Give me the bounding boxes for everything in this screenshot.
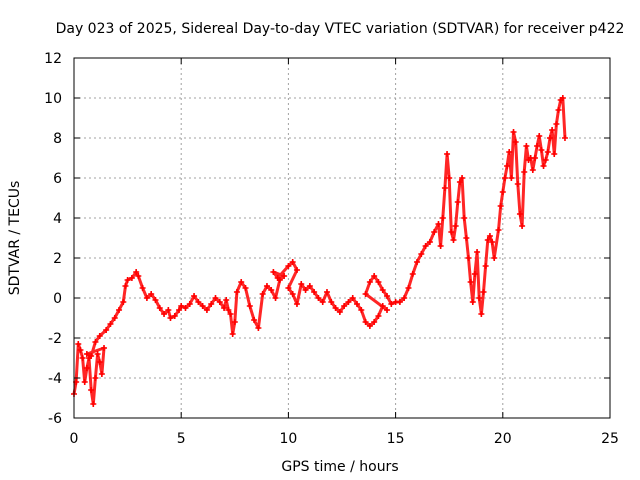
x-axis-label: GPS time / hours bbox=[281, 459, 398, 475]
axis-ticks: -6 -4 -2 0 2 4 6 8 10 12 0 5 10 15 20 25 bbox=[44, 51, 619, 447]
plot-frame bbox=[73, 57, 611, 419]
y-tick-label: -2 bbox=[48, 331, 62, 347]
grid bbox=[74, 58, 610, 418]
x-tick-label: 0 bbox=[70, 431, 79, 447]
x-tick-label: 15 bbox=[387, 431, 405, 447]
x-tick-label: 5 bbox=[177, 431, 186, 447]
data-series-trace bbox=[72, 96, 567, 406]
y-tick-label: 6 bbox=[53, 171, 62, 187]
y-tick-label: 8 bbox=[53, 131, 62, 147]
x-tick-label: 20 bbox=[494, 431, 512, 447]
x-tick-label: 10 bbox=[279, 431, 297, 447]
x-tick-label: 25 bbox=[601, 431, 619, 447]
y-axis-label: SDTVAR / TECUs bbox=[7, 181, 23, 296]
y-tick-label: -4 bbox=[48, 371, 62, 387]
y-tick-label: -6 bbox=[48, 411, 62, 427]
data-series bbox=[71, 95, 568, 407]
y-tick-label: 0 bbox=[53, 291, 62, 307]
y-tick-label: 12 bbox=[44, 51, 62, 67]
y-tick-label: 2 bbox=[53, 251, 62, 267]
y-tick-label: 10 bbox=[44, 91, 62, 107]
y-tick-label: 4 bbox=[53, 211, 62, 227]
chart-title: Day 023 of 2025, Sidereal Day-to-day VTE… bbox=[56, 21, 625, 37]
